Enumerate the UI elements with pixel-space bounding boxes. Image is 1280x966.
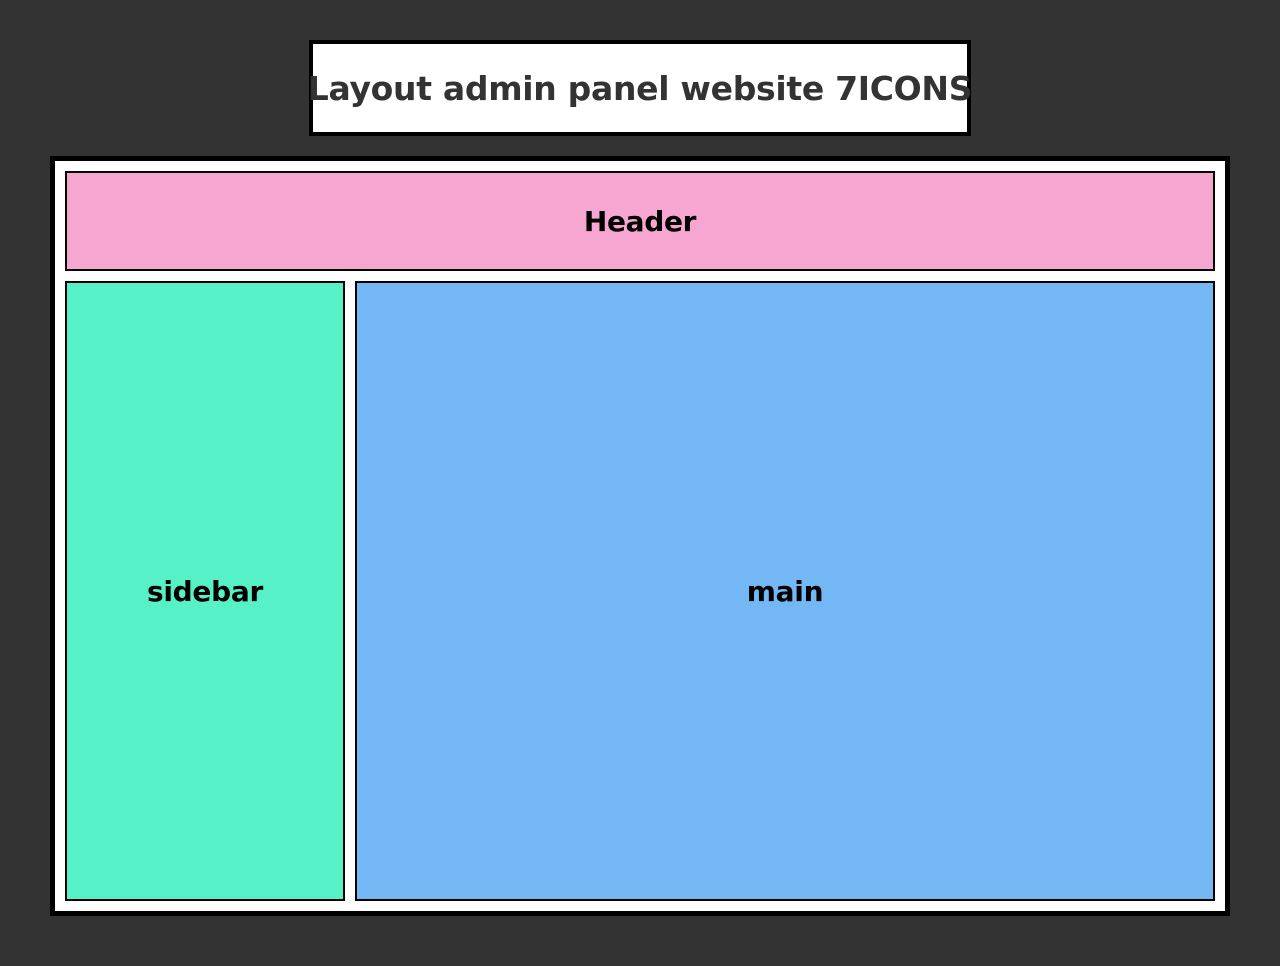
main-label: main bbox=[746, 574, 824, 608]
page-title: Layout admin panel website 7ICONS bbox=[307, 68, 973, 108]
header-region: Header bbox=[65, 171, 1215, 271]
sidebar-region: sidebar bbox=[65, 281, 345, 901]
sidebar-label: sidebar bbox=[147, 574, 263, 608]
main-region: main bbox=[355, 281, 1215, 901]
header-label: Header bbox=[583, 204, 697, 238]
layout-frame: Header sidebar main bbox=[50, 156, 1230, 916]
page-title-box: Layout admin panel website 7ICONS bbox=[307, 40, 973, 136]
